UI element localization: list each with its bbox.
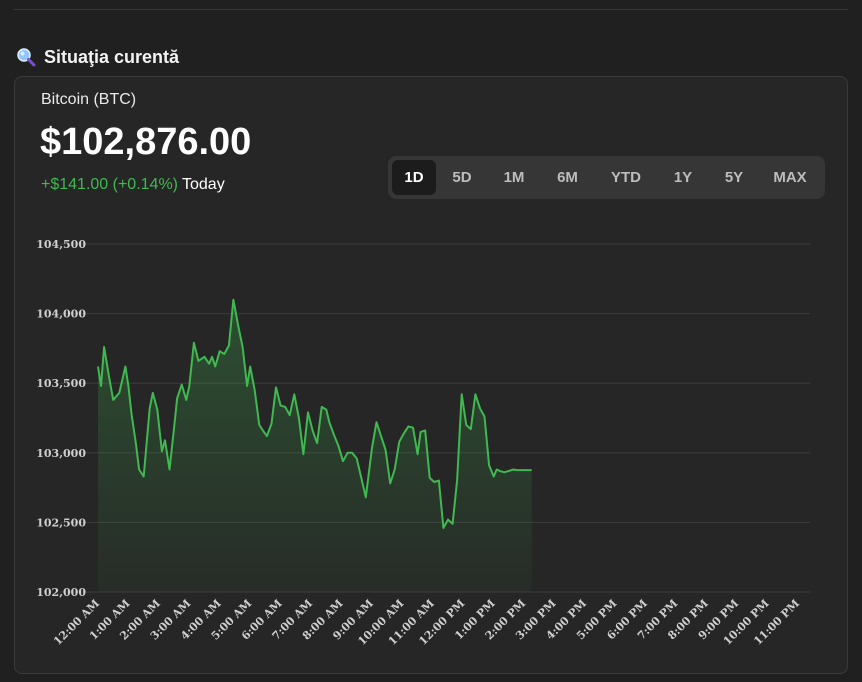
range-tab-6m[interactable]: 6M	[557, 169, 578, 186]
y-tick-label: 102,000	[36, 586, 86, 599]
time-range-selector: 1D 5D 1M 6M YTD 1Y 5Y MAX	[388, 156, 825, 199]
asset-name: Bitcoin (BTC)	[41, 91, 137, 108]
top-divider	[14, 9, 848, 10]
y-tick-label: 104,500	[36, 238, 86, 251]
range-tab-5d[interactable]: 5D	[452, 169, 472, 186]
y-tick-label: 102,500	[36, 516, 86, 529]
price-change-row: +$141.00 (+0.14%) Today	[41, 176, 225, 194]
y-tick-label: 103,500	[36, 377, 86, 390]
range-tab-1d[interactable]: 1D	[392, 160, 436, 195]
price-area	[98, 299, 532, 592]
current-price: $102,876.00	[40, 121, 252, 163]
section-title: Situaţia curentă	[44, 46, 180, 67]
range-tab-1y[interactable]: 1Y	[673, 169, 693, 186]
price-line	[97, 298, 532, 529]
y-tick-label: 104,000	[36, 308, 86, 321]
range-tab-5y[interactable]: 5Y	[724, 169, 744, 186]
change-period: Today	[182, 176, 225, 193]
range-tab-1m[interactable]: 1M	[503, 169, 525, 186]
range-tab-max[interactable]: MAX	[773, 169, 807, 186]
y-tick-label: 103,000	[36, 447, 86, 460]
price-change: +$141.00 (+0.14%)	[41, 176, 178, 193]
search-icon	[17, 48, 36, 67]
section-header: Situaţia curentă	[16, 44, 179, 70]
range-tab-ytd[interactable]: YTD	[611, 169, 641, 186]
